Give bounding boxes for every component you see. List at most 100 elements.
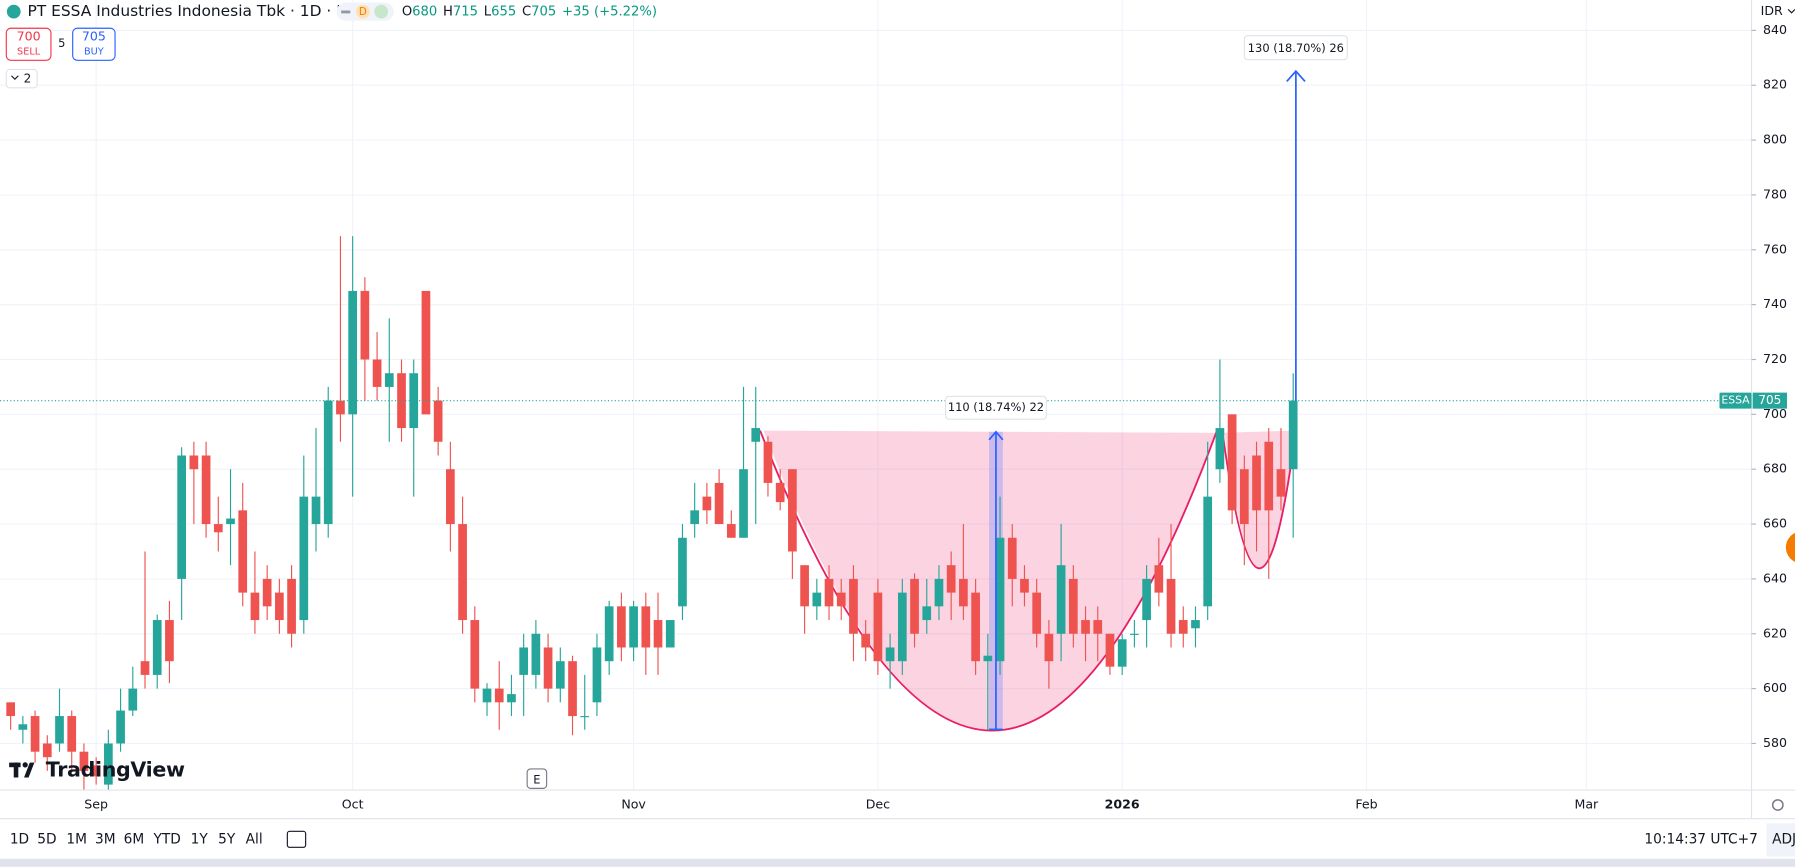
- candle-body: [1020, 578, 1029, 593]
- candle-body: [177, 455, 187, 579]
- candle-body: [629, 606, 638, 648]
- candle-body: [1264, 441, 1274, 511]
- candle-body: [861, 633, 871, 648]
- y-tick-label: 800: [1763, 132, 1787, 147]
- candle-body: [1093, 620, 1103, 634]
- ohlc-value: 680: [412, 5, 437, 20]
- ohlc: O680 H715 L655 C705 +35 (+5.22%): [402, 5, 657, 20]
- candle-body: [714, 482, 724, 525]
- ohlc-value: 705: [531, 5, 556, 20]
- axes: 580 600 620 640 660 680 700 720 740 760 780 800 820 8…: [84, 22, 1787, 811]
- range-button[interactable]: 1M: [66, 831, 87, 847]
- candle-body: [1117, 639, 1127, 667]
- candle-body: [873, 592, 883, 662]
- range-button[interactable]: 5D: [37, 831, 56, 847]
- candle-body: [604, 606, 614, 662]
- y-tick-label: 740: [1763, 296, 1787, 311]
- x-tick-label: Feb: [1355, 796, 1377, 811]
- candle-body: [1276, 469, 1286, 497]
- ohlc-label: L: [484, 5, 492, 20]
- range-button[interactable]: 1Y: [191, 831, 209, 847]
- side-badge[interactable]: [1785, 531, 1795, 563]
- candle-body: [1178, 620, 1188, 634]
- candle-body: [1191, 620, 1200, 629]
- range-button[interactable]: YTD: [152, 831, 180, 847]
- candle-body: [1166, 578, 1176, 634]
- candle-body: [384, 373, 394, 387]
- candle-body: [91, 765, 101, 777]
- candle-body: [665, 620, 675, 648]
- candle-body: [1203, 496, 1213, 607]
- ohlc-change: +35 (+5.22%): [562, 5, 657, 20]
- candle-body: [226, 518, 235, 525]
- delay-badge-text: D: [359, 6, 367, 18]
- y-tick-label: 620: [1763, 625, 1787, 640]
- y-tick-label: 820: [1763, 77, 1787, 92]
- range-button[interactable]: 6M: [124, 831, 145, 847]
- ohlc-value: 655: [491, 5, 516, 20]
- candle-body: [79, 751, 89, 771]
- candle-body: [959, 578, 968, 607]
- adj-button[interactable]: [1766, 823, 1795, 857]
- symbol-title[interactable]: PT ESSA Industries Indonesia Tbk · 1D · …: [27, 2, 363, 20]
- candle-body: [1068, 578, 1078, 634]
- indicators-toggle[interactable]: [5, 68, 38, 89]
- buy-label: BUY: [84, 47, 104, 58]
- range-button[interactable]: All: [246, 831, 263, 847]
- calendar-icon[interactable]: [286, 830, 307, 848]
- candle-body: [152, 620, 162, 675]
- event-marker[interactable]: [526, 768, 548, 789]
- candle-body: [592, 647, 602, 703]
- candle-body: [836, 592, 846, 607]
- cup-fill: [763, 430, 1217, 732]
- candle-body: [201, 455, 211, 525]
- candle-body: [1215, 428, 1225, 470]
- range-button[interactable]: 1D: [10, 831, 29, 847]
- measure-label: 110 (18.74%) 22: [948, 400, 1044, 414]
- sell-label: SELL: [17, 47, 41, 58]
- candle-body: [1105, 633, 1115, 667]
- sell-button[interactable]: [5, 27, 52, 61]
- logo-mark: [13, 762, 19, 778]
- candle-body: [30, 716, 40, 752]
- candle-body: [739, 469, 748, 538]
- candle-body: [165, 620, 174, 662]
- candle-body: [800, 565, 809, 607]
- candle-body: [421, 290, 431, 415]
- candle-body: [18, 724, 28, 730]
- y-tick-label: 660: [1763, 516, 1787, 531]
- arrow-head: [988, 430, 1004, 441]
- currency[interactable]: IDR: [1761, 3, 1783, 18]
- clock: 10:14:37 UTC+7: [1644, 831, 1757, 847]
- candle-body: [1007, 537, 1017, 579]
- x-tick-label: Mar: [1574, 796, 1599, 811]
- buy-button[interactable]: [72, 27, 116, 61]
- y-tick-label: 720: [1763, 351, 1787, 366]
- range-button[interactable]: 5Y: [218, 831, 236, 847]
- candle-body: [946, 565, 956, 593]
- candle-body: [213, 524, 223, 533]
- ohlc-label: C: [522, 5, 531, 20]
- x-tick-label: Sep: [84, 796, 108, 811]
- spread: 5: [58, 36, 65, 50]
- symbol-logo[interactable]: [6, 4, 21, 19]
- y-tick-label: 680: [1763, 461, 1787, 476]
- x-tick-label: Nov: [621, 796, 646, 811]
- range-button[interactable]: 3M: [95, 831, 116, 847]
- candle-body: [494, 688, 504, 703]
- candle-body: [812, 592, 822, 607]
- ohlc-value: 715: [453, 5, 478, 20]
- settings-icon[interactable]: [1771, 799, 1784, 811]
- candle-body: [555, 661, 565, 689]
- session-icon: [374, 4, 389, 19]
- candle-body: [702, 496, 712, 511]
- y-tick-label: 760: [1763, 241, 1787, 256]
- candle-body: [507, 694, 516, 703]
- sell-price: 700: [17, 28, 41, 43]
- candle-body: [470, 620, 480, 689]
- price-tag-text: 705: [1758, 393, 1781, 407]
- candle-body: [763, 441, 773, 483]
- candle-body: [849, 578, 858, 634]
- candle-body: [726, 524, 736, 538]
